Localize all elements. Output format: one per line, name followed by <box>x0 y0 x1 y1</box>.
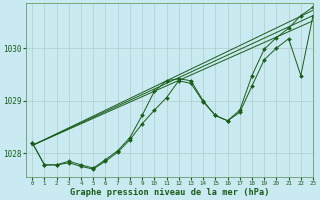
X-axis label: Graphe pression niveau de la mer (hPa): Graphe pression niveau de la mer (hPa) <box>70 188 269 197</box>
